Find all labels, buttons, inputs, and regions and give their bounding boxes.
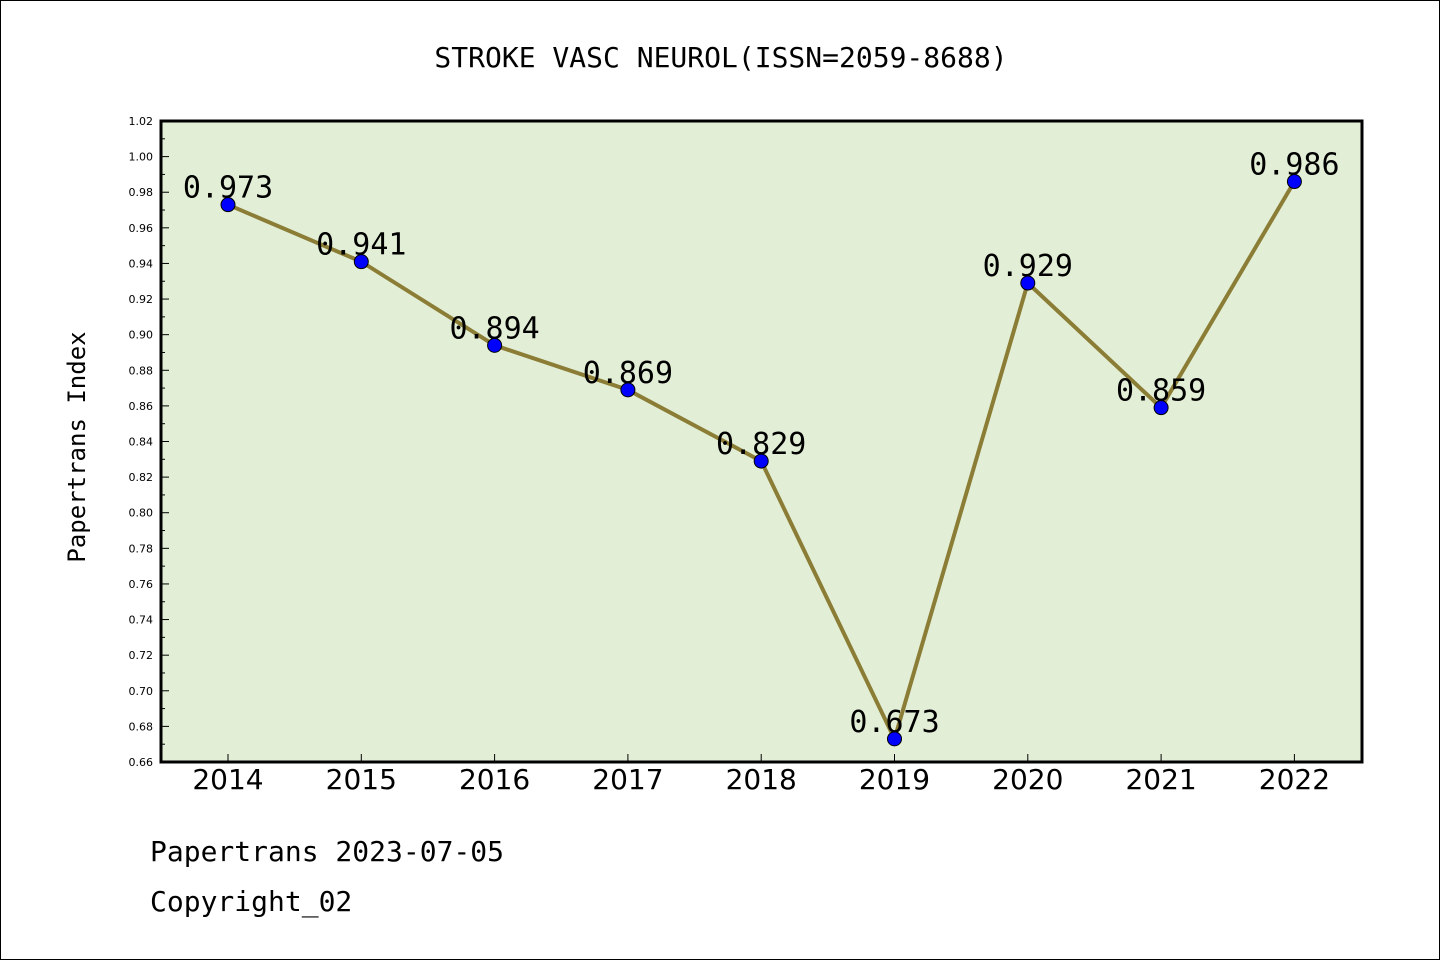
x-tick-label: 2021 [1125, 763, 1196, 796]
data-label: 0.673 [849, 705, 939, 740]
y-tick-label: 0.80 [129, 507, 154, 520]
data-point [620, 382, 636, 398]
data-label: 0.929 [983, 249, 1073, 284]
x-axis: 2014 2015 2016 2017 2018 2019 2020 2021 2022 [192, 754, 1330, 796]
data-point [887, 731, 902, 747]
data-label: 0.894 [449, 311, 539, 346]
y-tick-label: 0.72 [129, 649, 154, 662]
data-point [1020, 275, 1036, 291]
y-tick-label: 0.86 [129, 400, 154, 413]
y-tick-label: 0.94 [129, 257, 154, 270]
y-tick-label: 0.84 [129, 436, 154, 449]
y-tick-label: 0.76 [129, 578, 154, 591]
data-point [753, 453, 769, 469]
y-tick-label: 1.00 [129, 151, 154, 164]
y-tick-label: 0.96 [129, 222, 154, 235]
x-tick-label: 2017 [592, 763, 663, 796]
data-label: 0.973 [183, 171, 273, 206]
x-tick-label: 2019 [859, 763, 930, 796]
data-label: 0.869 [583, 356, 673, 391]
x-tick-label: 2018 [726, 763, 797, 796]
y-tick-label: 0.66 [129, 756, 154, 769]
y-tick-label: 0.92 [129, 293, 154, 306]
y-axis: 0.66 0.68 0.70 0.72 0.74 0.76 0.78 0.80 0.82 0.84… [129, 115, 169, 769]
y-tick-label: 0.82 [129, 471, 154, 484]
footer-copyright: Copyright_02 [150, 885, 353, 918]
footer-date: Papertrans 2023-07-05 [150, 835, 505, 868]
data-point [353, 254, 369, 270]
x-tick-label: 2015 [326, 763, 397, 796]
y-tick-label: 0.68 [129, 720, 154, 733]
x-tick-label: 2016 [459, 763, 530, 796]
data-label: 0.941 [316, 228, 406, 263]
chart-title: STROKE VASC NEUROL(ISSN=2059-8688) [434, 41, 1007, 74]
y-tick-label: 1.02 [129, 115, 154, 128]
data-point [487, 337, 503, 353]
x-tick-label: 2020 [992, 763, 1063, 796]
data-label: 0.829 [716, 427, 806, 462]
y-tick-label: 0.98 [129, 186, 154, 199]
y-tick-label: 0.70 [129, 685, 154, 698]
data-label: 0.859 [1116, 374, 1206, 409]
data-point [1286, 174, 1302, 190]
y-axis-label: Papertrans Index [63, 331, 91, 562]
x-tick-label: 2014 [192, 763, 263, 796]
data-point [220, 197, 236, 213]
data-point [1153, 400, 1169, 416]
data-label: 0.986 [1249, 148, 1339, 183]
y-tick-label: 0.88 [129, 364, 154, 377]
y-tick-label: 0.90 [129, 329, 154, 342]
data-label-group: 0.973 0.941 0.894 0.869 0.829 0.673 0.929 0.859… [183, 148, 1340, 740]
plot-area [159, 119, 1364, 764]
marker-group [220, 174, 1302, 747]
x-tick-label: 2022 [1259, 763, 1330, 796]
y-tick-label: 0.74 [129, 614, 154, 627]
y-tick-label: 0.78 [129, 542, 154, 555]
